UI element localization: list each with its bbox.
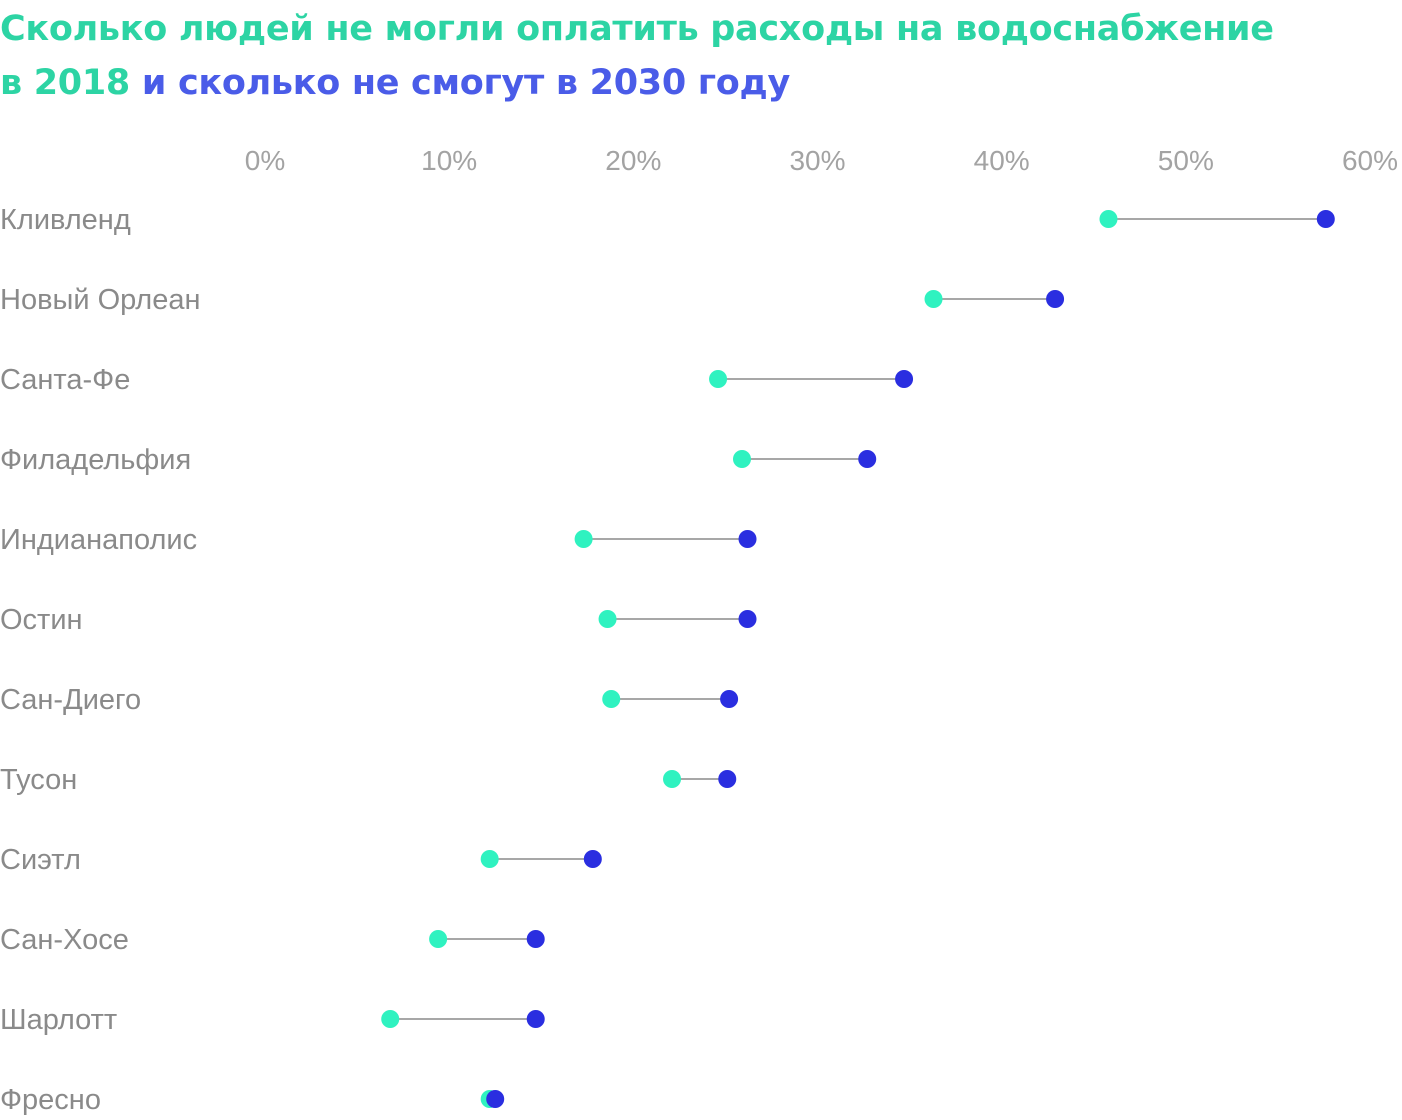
point-2018 [429,930,448,948]
point-2030 [526,1010,545,1028]
point-2018 [480,850,499,868]
x-tick-label: 30% [789,145,845,176]
dumbbell-row: Филадельфия [0,444,877,476]
point-2030 [583,850,602,868]
dumbbell-row: Фресно [0,1084,505,1116]
city-label: Тусон [0,764,77,796]
dumbbell-row: Сиэтл [0,844,602,876]
dumbbell-row: Санта-Фе [0,364,914,396]
dumbbell-row: Сан-Диего [0,684,739,716]
city-label: Филадельфия [0,444,191,476]
point-2030 [895,370,914,388]
x-axis-ticks: 0% 10% 20% 30% 40% 50% 60% [245,145,1398,176]
chart-title: Сколько людей не могли оплатить расходы … [0,2,1400,110]
point-2018 [602,690,621,708]
point-2018 [924,290,943,308]
dumbbell-row: Тусон [0,764,737,796]
point-2030 [486,1090,505,1108]
title-year-2018: 2018 [33,63,131,103]
point-2030 [1316,210,1335,228]
point-2030 [526,930,545,948]
x-tick-label: 0% [245,145,285,176]
x-tick-label: 50% [1158,145,1214,176]
dumbbell-row: Остин [0,604,757,636]
x-tick-label: 40% [974,145,1030,176]
city-label: Сан-Диего [0,684,141,716]
point-2018 [709,370,728,388]
city-label: Кливленд [0,204,131,236]
city-label: Фресно [0,1084,101,1116]
point-2018 [1099,210,1118,228]
x-tick-label: 10% [421,145,477,176]
title-part-2018: Сколько людей не могли оплатить расходы … [0,9,1274,49]
point-2018 [732,450,751,468]
dumbbell-row: Новый Орлеан [0,284,1065,316]
point-2018 [574,530,593,548]
title-prefix: в [0,63,34,103]
dumbbell-row: Сан-Хосе [0,924,545,956]
city-label: Остин [0,604,83,636]
city-label: Сиэтл [0,844,81,876]
city-label: Индианаполис [0,524,197,556]
point-2018 [598,610,617,628]
point-2030 [738,530,757,548]
city-label: Шарлотт [0,1004,117,1036]
x-tick-label: 60% [1342,145,1398,176]
point-2030 [720,690,739,708]
point-2018 [663,770,682,788]
city-label: Санта-Фе [0,364,130,396]
city-label: Новый Орлеан [0,284,200,316]
x-tick-label: 20% [605,145,661,176]
point-2030 [858,450,877,468]
chart-rows: Кливленд Новый Орлеан Санта-Фе Филадельфия И… [0,204,1335,1116]
title-part-2030: и сколько не смогут в 2030 году [141,63,790,103]
dumbbell-row: Кливленд [0,204,1335,236]
point-2018 [381,1010,400,1028]
dumbbell-row: Индианаполис [0,524,757,556]
point-2030 [1046,290,1065,308]
point-2030 [738,610,757,628]
point-2030 [718,770,737,788]
city-label: Сан-Хосе [0,924,129,956]
dumbbell-row: Шарлотт [0,1004,545,1036]
